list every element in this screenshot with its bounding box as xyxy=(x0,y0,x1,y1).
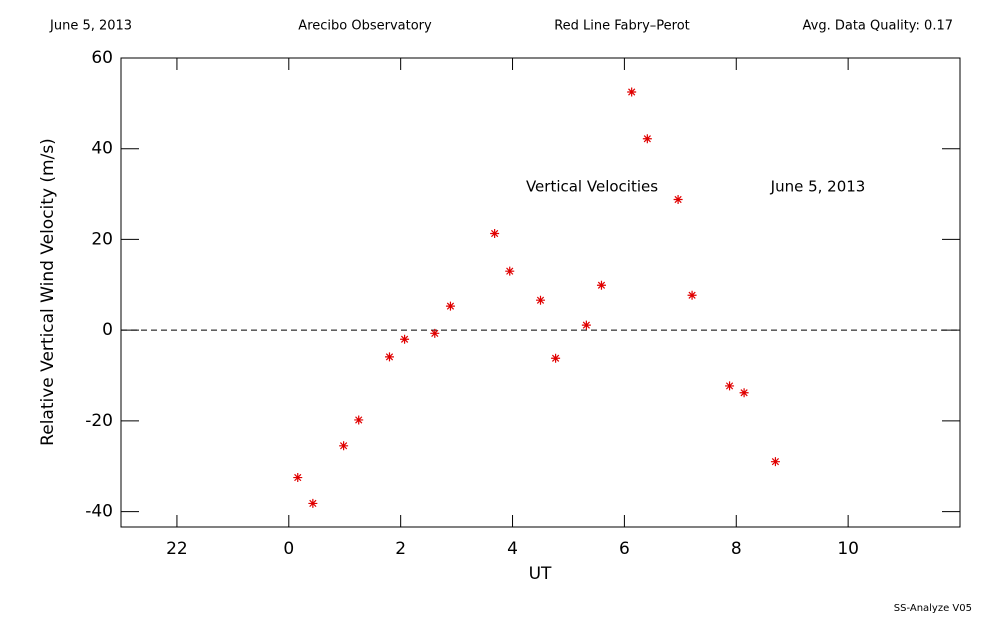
point xyxy=(505,266,515,276)
y-tick-label: 0 xyxy=(102,320,113,340)
x-tick-label: 22 xyxy=(166,539,188,559)
point xyxy=(445,301,455,311)
point xyxy=(687,290,697,300)
point xyxy=(354,415,364,425)
x-tick-label: 10 xyxy=(837,539,859,559)
y-tick-label: 40 xyxy=(91,139,113,159)
header-date: June 5, 2013 xyxy=(49,19,132,34)
y-tick-label: -20 xyxy=(85,411,113,431)
header-instrument: Red Line Fabry–Perot xyxy=(554,19,690,34)
point xyxy=(430,328,440,338)
point xyxy=(400,334,410,344)
plot-frame xyxy=(120,57,961,528)
x-tick-label: 2 xyxy=(395,539,406,559)
point xyxy=(581,320,591,330)
header-quality: Avg. Data Quality: 0.17 xyxy=(803,19,953,34)
x-tick-label: 4 xyxy=(507,539,518,559)
x-tick-label: 8 xyxy=(731,539,742,559)
y-axis-label: Relative Vertical Wind Velocity (m/s) xyxy=(38,138,58,446)
annotation: June 5, 2013 xyxy=(770,178,866,196)
x-tick-label: 0 xyxy=(283,539,294,559)
y-tick-label: -40 xyxy=(85,502,113,522)
point xyxy=(673,195,683,205)
point xyxy=(308,498,318,508)
point xyxy=(770,457,780,467)
point xyxy=(725,381,735,391)
point xyxy=(596,280,606,290)
footer: SS-Analyze V05 xyxy=(894,603,972,614)
point xyxy=(739,388,749,398)
y-tick-label: 60 xyxy=(91,48,113,68)
point xyxy=(293,473,303,483)
point xyxy=(339,441,349,451)
point xyxy=(536,295,545,305)
point xyxy=(551,353,561,363)
x-axis-label: UT xyxy=(529,564,552,584)
annotation: Vertical Velocities xyxy=(526,178,658,196)
point xyxy=(642,134,652,144)
point xyxy=(384,352,394,362)
x-tick-label: 6 xyxy=(619,539,630,559)
point xyxy=(627,87,637,97)
y-tick-label: 20 xyxy=(91,229,113,249)
header-site: Arecibo Observatory xyxy=(298,19,432,34)
point xyxy=(490,229,500,239)
